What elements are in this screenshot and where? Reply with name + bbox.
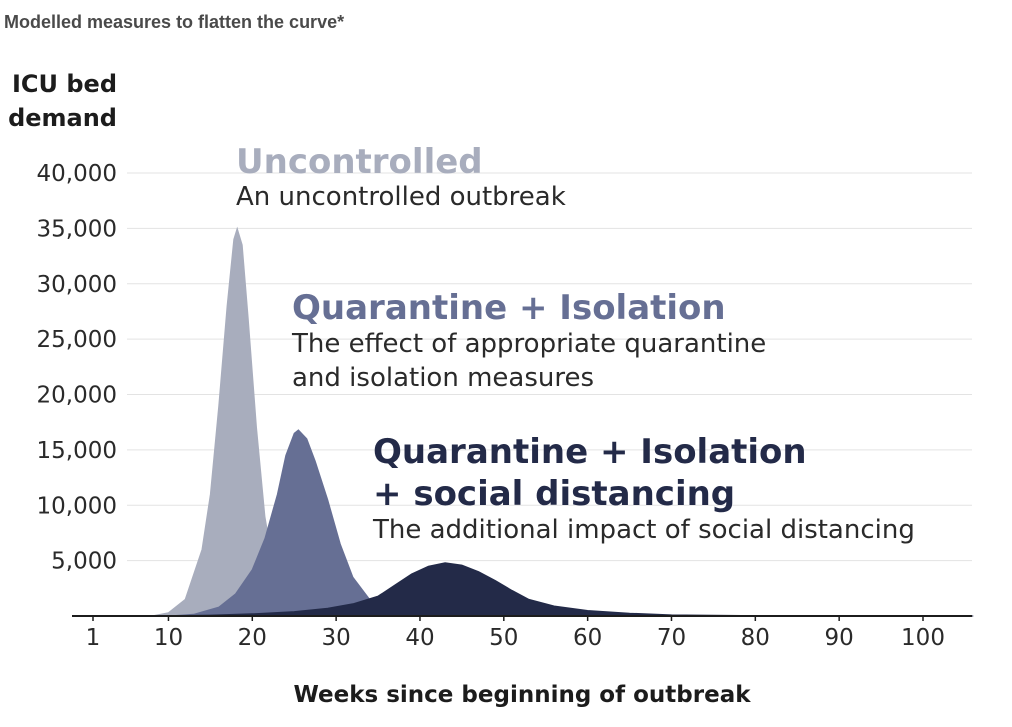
- x-tick-label: 40: [405, 625, 434, 651]
- y-tick-label: 10,000: [37, 493, 117, 519]
- y-tick-label: 20,000: [37, 383, 117, 409]
- y-tick-label: 35,000: [37, 216, 117, 242]
- y-tick-label: 15,000: [37, 438, 117, 464]
- x-tick-label: 70: [657, 625, 686, 651]
- annotation-social-distancing-title-line-2: + social distancing: [373, 474, 735, 514]
- y-tick-label: 5,000: [51, 549, 117, 575]
- annotation-quarantine: Quarantine + Isolation The effect of app…: [291, 288, 766, 393]
- x-tick-label: 1: [86, 625, 101, 651]
- y-tick-label: 30,000: [37, 272, 117, 298]
- gridlines: [127, 172, 972, 562]
- y-tick-label: 25,000: [37, 327, 117, 353]
- annotation-uncontrolled: Uncontrolled An uncontrolled outbreak: [236, 142, 566, 212]
- x-tick-label: 90: [825, 625, 854, 651]
- annotation-social-distancing-desc: The additional impact of social distanci…: [372, 515, 915, 545]
- x-tick-label: 10: [154, 625, 183, 651]
- y-axis-label: ICU bed demand: [8, 70, 117, 132]
- annotation-social-distancing: Quarantine + Isolation + social distanci…: [372, 432, 915, 545]
- annotation-uncontrolled-title: Uncontrolled: [236, 142, 483, 182]
- chart-subtitle: Modelled measures to flatten the curve*: [4, 12, 345, 32]
- x-axis-label: Weeks since beginning of outbreak: [293, 682, 751, 708]
- x-tick-label: 60: [573, 625, 602, 651]
- annotation-social-distancing-title-line-1: Quarantine + Isolation: [373, 432, 807, 472]
- x-tick-label: 30: [321, 625, 350, 651]
- x-tick-labels: 1 10 20 30 40 50 60 70 80 90 100: [86, 616, 945, 651]
- y-axis-label-line-1: ICU bed: [12, 70, 117, 98]
- x-tick-label: 20: [238, 625, 267, 651]
- annotation-uncontrolled-desc: An uncontrolled outbreak: [236, 182, 566, 212]
- data-areas: [93, 226, 974, 617]
- x-tick-label: 80: [741, 625, 770, 651]
- annotation-quarantine-desc-line-2: and isolation measures: [292, 363, 594, 393]
- annotation-quarantine-title: Quarantine + Isolation: [292, 288, 726, 328]
- x-tick-label: 100: [901, 625, 945, 651]
- y-tick-label: 40,000: [37, 161, 117, 187]
- y-axis-label-line-2: demand: [8, 104, 117, 132]
- annotation-quarantine-desc-line-1: The effect of appropriate quarantine: [291, 329, 766, 359]
- y-tick-labels: 5,000 10,000 15,000 20,000 25,000 30,000 35,00…: [37, 161, 117, 575]
- x-tick-label: 50: [489, 625, 518, 651]
